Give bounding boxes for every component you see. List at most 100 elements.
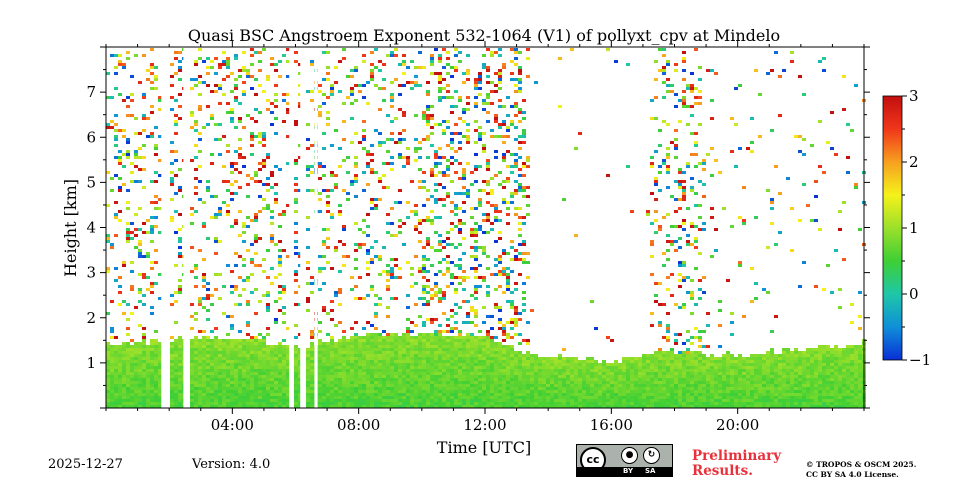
heatmap-cell	[106, 348, 110, 351]
heatmap-cell	[210, 66, 214, 69]
heatmap-cell	[282, 354, 286, 357]
heatmap-cell	[370, 396, 374, 399]
heatmap-cell	[410, 351, 414, 354]
heatmap-cell	[286, 327, 290, 330]
heatmap-cell	[526, 399, 530, 402]
heatmap-cell	[482, 63, 486, 66]
heatmap-cell	[446, 336, 450, 339]
heatmap-cell	[538, 357, 542, 360]
heatmap-cell	[666, 384, 670, 387]
heatmap-cell	[130, 162, 134, 165]
heatmap-cell	[478, 93, 482, 96]
heatmap-cell	[606, 402, 610, 405]
heatmap-cell	[602, 360, 606, 363]
heatmap-cell	[242, 354, 246, 357]
heatmap-cell	[498, 261, 502, 264]
heatmap-cell	[122, 369, 126, 372]
heatmap-cell	[402, 369, 406, 372]
heatmap-cell	[406, 390, 410, 393]
heatmap-cell	[338, 213, 342, 216]
heatmap-cell	[482, 252, 486, 255]
heatmap-cell	[470, 357, 474, 360]
heatmap-cell	[510, 384, 514, 387]
heatmap-cell	[366, 102, 370, 105]
heatmap-cell	[218, 84, 222, 87]
heatmap-cell	[250, 348, 254, 351]
heatmap-cell	[134, 381, 138, 384]
heatmap-cell	[294, 198, 298, 201]
heatmap-cell	[666, 168, 670, 171]
heatmap-cell	[670, 294, 674, 297]
heatmap-cell	[502, 63, 506, 66]
heatmap-cell	[206, 282, 210, 285]
heatmap-cell	[414, 405, 418, 408]
heatmap-cell	[622, 357, 626, 360]
heatmap-cell	[422, 186, 426, 189]
heatmap-cell	[402, 339, 406, 342]
heatmap-cell	[482, 279, 486, 282]
heatmap-cell	[254, 234, 258, 237]
heatmap-cell	[346, 393, 350, 396]
heatmap-cell	[274, 369, 278, 372]
heatmap-cell	[510, 78, 514, 81]
heatmap-cell	[406, 201, 410, 204]
heatmap-cell	[506, 363, 510, 366]
heatmap-cell	[122, 312, 126, 315]
heatmap-cell	[678, 366, 682, 369]
heatmap-cell	[538, 372, 542, 375]
heatmap-cell	[346, 369, 350, 372]
heatmap-cell	[474, 393, 478, 396]
heatmap-cell	[326, 357, 330, 360]
heatmap-cell	[310, 345, 314, 348]
heatmap-cell	[578, 132, 582, 135]
heatmap-cell	[350, 75, 354, 78]
heatmap-cell	[242, 366, 246, 369]
heatmap-cell	[466, 96, 470, 99]
heatmap-cell	[570, 369, 574, 372]
heatmap-cell	[646, 378, 650, 381]
heatmap-cell	[226, 384, 230, 387]
heatmap-cell	[382, 87, 386, 90]
heatmap-cell	[434, 273, 438, 276]
heatmap-cell	[246, 225, 250, 228]
heatmap-cell	[138, 369, 142, 372]
heatmap-cell	[586, 381, 590, 384]
heatmap-cell	[466, 381, 470, 384]
heatmap-cell	[414, 150, 418, 153]
heatmap-cell	[430, 144, 434, 147]
heatmap-cell	[426, 120, 430, 123]
heatmap-cell	[422, 114, 426, 117]
heatmap-cell	[174, 114, 178, 117]
heatmap-cell	[158, 390, 162, 393]
heatmap-cell	[286, 387, 290, 390]
heatmap-cell	[490, 177, 494, 180]
heatmap-cell	[398, 201, 402, 204]
heatmap-cell	[194, 387, 198, 390]
heatmap-cell	[266, 351, 270, 354]
heatmap-cell	[526, 156, 530, 159]
heatmap-cell	[486, 369, 490, 372]
heatmap-cell	[234, 288, 238, 291]
heatmap-cell	[398, 375, 402, 378]
heatmap-cell	[170, 378, 174, 381]
heatmap-cell	[326, 399, 330, 402]
heatmap-cell	[114, 279, 118, 282]
heatmap-cell	[366, 336, 370, 339]
heatmap-cell	[414, 84, 418, 87]
heatmap-cell	[386, 390, 390, 393]
heatmap-cell	[154, 351, 158, 354]
heatmap-cell	[522, 399, 526, 402]
heatmap-cell	[178, 291, 182, 294]
heatmap-cell	[278, 264, 282, 267]
heatmap-cell	[150, 306, 154, 309]
heatmap-cell	[318, 348, 322, 351]
heatmap-cell	[450, 393, 454, 396]
heatmap-cell	[670, 399, 674, 402]
heatmap-cell	[154, 249, 158, 252]
heatmap-cell	[434, 393, 438, 396]
heatmap-cell	[486, 375, 490, 378]
heatmap-cell	[486, 396, 490, 399]
heatmap-cell	[434, 318, 438, 321]
heatmap-cell	[438, 162, 442, 165]
heatmap-cell	[214, 378, 218, 381]
